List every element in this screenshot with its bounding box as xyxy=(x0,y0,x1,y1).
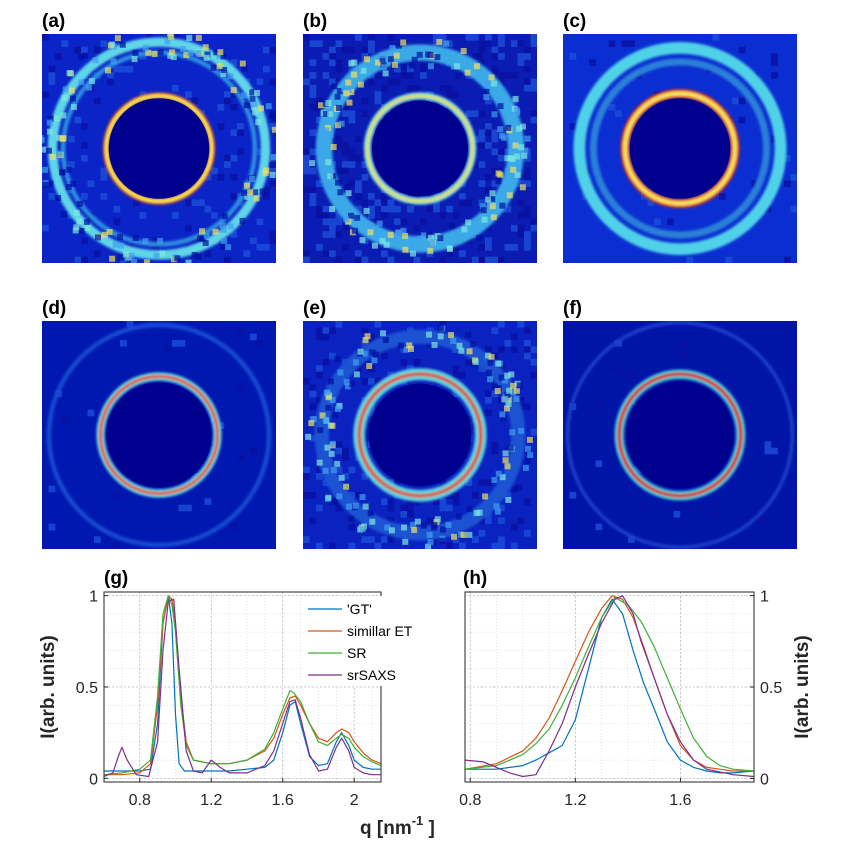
x-axis-label-end: ] xyxy=(423,818,435,839)
legend-entry: srSAXS xyxy=(347,667,396,683)
heatmap-c xyxy=(563,34,797,263)
chart-h: (h) 0.8 1.2 1.6 0 0.5 1 I(arb. units) xyxy=(459,568,813,809)
x-axis-label-main: q [nm xyxy=(360,818,412,839)
x-tick-label: 2 xyxy=(350,792,359,809)
heatmap-b xyxy=(303,34,537,263)
chart-g-ylabel: I(arb. units) xyxy=(38,635,59,738)
heatmap-f xyxy=(563,321,797,549)
panel-label-f: (f) xyxy=(563,298,582,319)
x-tick-label: 0.8 xyxy=(129,792,151,809)
panel-label-g: (g) xyxy=(104,568,128,589)
heatmap-d xyxy=(42,321,276,549)
panel-label-c: (c) xyxy=(563,11,586,32)
chart-g-grid xyxy=(103,592,381,782)
chart-h-ylabel: I(arb. units) xyxy=(792,635,813,738)
x-axis-label-sup: -1 xyxy=(412,813,424,828)
heatmap-e xyxy=(303,321,537,549)
legend-entry: SR xyxy=(347,645,366,661)
y-tick-label: 0 xyxy=(89,771,98,788)
legend-entry: simillar ET xyxy=(347,623,413,639)
chart-h-grid xyxy=(465,592,754,782)
y-tick-label: 0 xyxy=(760,771,769,788)
y-tick-label: 1 xyxy=(760,589,769,606)
chart-g-series xyxy=(104,595,381,778)
series-line-2 xyxy=(104,595,381,776)
series-line-3 xyxy=(104,598,381,778)
chart-g-ticks: 0.8 1.2 1.6 2 0 0.5 1 xyxy=(76,589,359,809)
panel-label-a: (a) xyxy=(42,11,65,32)
panel-label-b: (b) xyxy=(303,11,327,32)
chart-g: (g) 0.8 1.2 1.6 2 0 0.5 1 I(arb. units) 'GT' si… xyxy=(38,568,431,809)
series-line-0 xyxy=(465,598,754,774)
x-axis-label: q [nm-1 ] xyxy=(360,813,435,839)
x-tick-label: 0.8 xyxy=(459,792,481,809)
y-tick-label: 1 xyxy=(89,589,98,606)
chart-h-ticks: 0.8 1.2 1.6 0 0.5 1 xyxy=(459,589,782,809)
series-line-3 xyxy=(465,595,754,778)
heatmap-a xyxy=(42,34,276,263)
panel-label-d: (d) xyxy=(42,298,66,319)
chart-h-series xyxy=(465,595,754,778)
legend-entry: 'GT' xyxy=(347,601,372,617)
panel-label-e: (e) xyxy=(303,298,326,319)
x-tick-label: 1.2 xyxy=(200,792,222,809)
y-tick-label: 0.5 xyxy=(76,680,98,697)
x-tick-label: 1.6 xyxy=(272,792,294,809)
panel-label-h: (h) xyxy=(463,568,487,589)
series-line-1 xyxy=(104,595,381,776)
series-line-2 xyxy=(465,596,754,772)
x-tick-label: 1.2 xyxy=(564,792,586,809)
chart-g-legend: 'GT' simillar ET SR srSAXS xyxy=(305,596,431,686)
y-tick-label: 0.5 xyxy=(760,680,782,697)
legend-box xyxy=(305,596,431,686)
heatmap-panels xyxy=(42,34,797,549)
series-line-1 xyxy=(465,595,754,772)
x-tick-label: 1.6 xyxy=(669,792,691,809)
